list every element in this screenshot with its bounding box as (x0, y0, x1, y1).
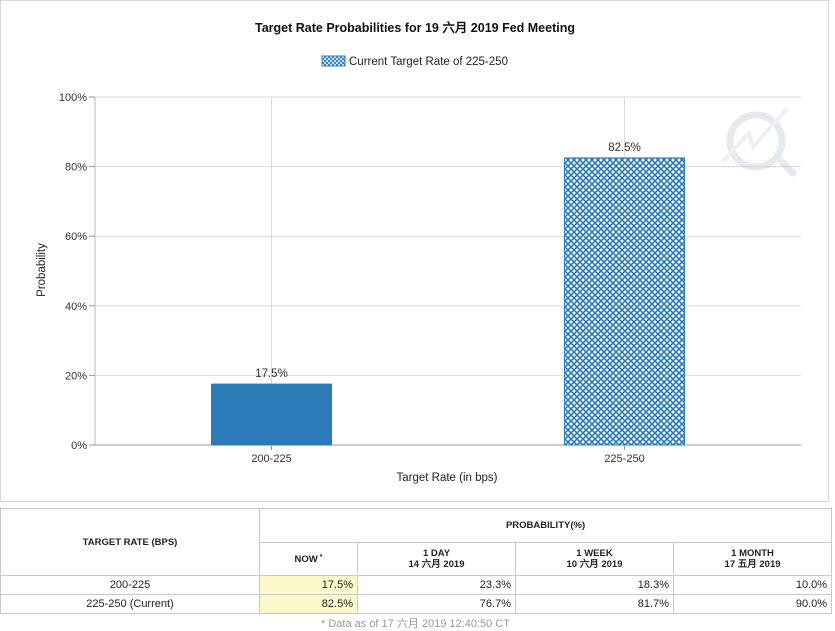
period-date: 10 六月 2019 (566, 559, 623, 570)
y-tick-label: 40% (65, 301, 87, 313)
day-cell: 76.7% (357, 594, 516, 614)
month-cell: 90.0% (672, 594, 833, 614)
legend-label: Current Target Rate of 225-250 (349, 56, 508, 68)
period-date: 14 六月 2019 (408, 559, 465, 570)
now-label: NOW (294, 553, 318, 565)
data-label: 17.5% (255, 368, 288, 380)
rate-cell: 225-250 (Current) (0, 594, 260, 614)
watermark-logo (721, 107, 797, 177)
now-cell: 82.5% (259, 594, 358, 614)
gridlines (94, 96, 801, 446)
legend[interactable]: Current Target Rate of 225-250 (321, 55, 508, 68)
y-tick-label: 0% (71, 440, 87, 452)
now-cell: 17.5% (259, 575, 358, 595)
bar-225-250 (563, 157, 686, 446)
header-1-month: 1 MONTH 17 五月 2019 (672, 542, 833, 576)
day-cell: 23.3% (357, 575, 516, 595)
header-1-week: 1 WEEK 10 六月 2019 (515, 542, 674, 576)
period-date: 17 五月 2019 (724, 559, 781, 570)
x-axis-label: Target Rate (in bps) (397, 472, 498, 484)
period-label: 1 WEEK (576, 548, 613, 559)
table-row: 225-250 (Current) 82.5% 76.7% 81.7% 90.0… (0, 594, 833, 614)
y-tick-label: 80% (65, 162, 87, 174)
chart-title: Target Rate Probabilities for 19 六月 2019… (255, 20, 575, 35)
period-label: 1 DAY (422, 548, 451, 559)
y-axis-label: Probability (36, 243, 48, 297)
bars: 17.5% 82.5% (210, 142, 686, 446)
week-cell: 18.3% (515, 575, 674, 595)
week-cell: 81.7% (515, 594, 674, 614)
now-footnote-mark: * (319, 553, 323, 561)
data-label: 82.5% (608, 142, 641, 154)
y-tick-label: 60% (65, 231, 87, 243)
data-timestamp-footnote: * Data as of 17 六月 2019 12:40:50 CT (321, 618, 510, 630)
period-label: 1 MONTH (731, 548, 774, 559)
y-axis-ticks: 0% 20% 40% 60% 80% 100% (59, 92, 95, 452)
probability-table: TARGET RATE (BPS) PROBABILITY(%) NOW * 1 … (0, 508, 833, 614)
y-tick-label: 100% (59, 92, 87, 104)
x-tick-label: 225-250 (604, 453, 644, 465)
bar-200-225 (210, 383, 333, 446)
bar-chart: Target Rate Probabilities for 19 六月 2019… (36, 20, 801, 484)
month-cell: 10.0% (672, 575, 833, 595)
probability-table-wrap: TARGET RATE (BPS) PROBABILITY(%) NOW * 1 … (0, 508, 833, 614)
x-tick-label: 200-225 (251, 453, 291, 465)
chart-panel: Target Rate Probabilities for 19 六月 2019… (0, 0, 829, 502)
y-tick-label: 20% (65, 370, 87, 382)
header-now: NOW * (259, 542, 358, 576)
table-row: 200-225 17.5% 23.3% 18.3% 10.0% (0, 575, 833, 595)
header-target-rate: TARGET RATE (BPS) (0, 508, 260, 576)
rate-cell: 200-225 (0, 575, 260, 595)
header-1-day: 1 DAY 14 六月 2019 (357, 542, 516, 576)
legend-swatch (321, 55, 346, 67)
header-probability: PROBABILITY(%) (258, 508, 833, 543)
x-axis-ticks: 200-225 225-250 (251, 445, 645, 465)
